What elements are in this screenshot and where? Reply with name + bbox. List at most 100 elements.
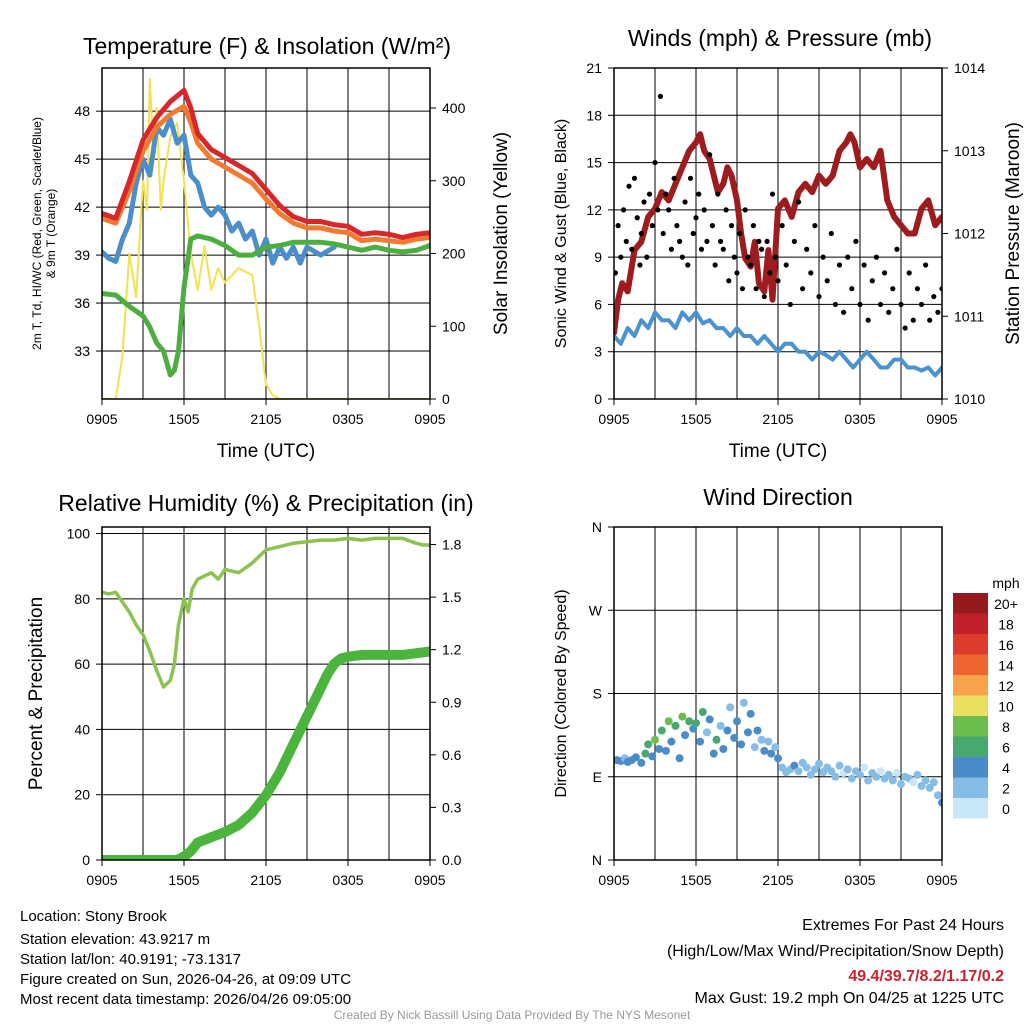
y-tick-label: 12 (586, 202, 602, 218)
gust-point (910, 317, 916, 323)
direction-point (705, 715, 714, 724)
y-tick-label: 0 (82, 852, 90, 868)
series-hi-wc (102, 116, 337, 266)
gust-point (666, 207, 672, 213)
direction-point (641, 749, 650, 758)
gust-point (626, 183, 632, 189)
colorbar-swatch (953, 736, 988, 757)
gust-point (687, 175, 694, 181)
series-relative-humidity (102, 536, 430, 689)
gust-point (775, 278, 781, 284)
direction-point (806, 770, 815, 779)
gust-point (720, 246, 726, 252)
direction-point (733, 717, 741, 726)
series-solar-insolation (102, 77, 430, 399)
x-tick-label: 0305 (332, 872, 363, 888)
gust-point (644, 254, 650, 260)
x-tick-label: 1505 (168, 411, 199, 427)
direction-point (771, 743, 780, 752)
plot-area (614, 698, 942, 807)
direction-point (746, 709, 755, 718)
gust-point (931, 293, 937, 300)
gust-point (709, 223, 716, 229)
chart-title: Winds (mph) & Pressure (mb) (628, 25, 932, 51)
y2-tick-label: 200 (442, 246, 466, 262)
y-axis-label-line2: & 9m T (Orange) (44, 189, 58, 279)
direction-point (921, 776, 930, 785)
colorbar-swatch (953, 716, 988, 737)
gust-point (804, 246, 810, 252)
direction-point (856, 770, 864, 779)
gust-point (849, 286, 855, 292)
plot-area (614, 93, 942, 378)
direction-point (753, 726, 762, 735)
direction-point (933, 791, 942, 800)
colorbar-label: 8 (1002, 719, 1010, 735)
x-tick-label: 0905 (86, 411, 117, 427)
colorbar-title: mph (992, 575, 1019, 591)
y-tick-label: 6 (594, 296, 602, 312)
gust-point (894, 246, 900, 252)
y-tick-label: 3 (594, 344, 602, 360)
direction-point (872, 772, 881, 781)
gust-point (750, 223, 757, 229)
direction-point (888, 776, 897, 785)
colorbar-label: 12 (998, 678, 1014, 694)
plot-frame (101, 526, 431, 861)
direction-point (651, 735, 659, 744)
gust-point (707, 152, 713, 158)
gust-point (646, 191, 653, 197)
y-tick-label: N (592, 519, 602, 535)
gust-point (668, 246, 675, 252)
x-tick-label: 0905 (86, 872, 117, 888)
y-tick-label: 21 (586, 60, 602, 76)
direction-point (696, 737, 705, 746)
y-tick-label: S (593, 686, 602, 702)
gust-point (861, 262, 867, 268)
colorbar-swatch (953, 593, 988, 614)
y2-tick-label: 1.5 (442, 589, 462, 605)
y-tick-label: 15 (586, 155, 602, 171)
gust-point (748, 262, 754, 268)
gust-point (623, 238, 629, 244)
direction-point (685, 717, 694, 726)
colorbar-label: 10 (998, 699, 1014, 715)
gust-point (877, 301, 884, 308)
gust-point (652, 159, 658, 166)
gust-point (634, 215, 640, 221)
direction-point (917, 782, 926, 790)
gust-point (759, 246, 765, 252)
gust-point (655, 207, 661, 213)
direction-point (831, 772, 840, 781)
gust-point (737, 230, 743, 237)
gust-point (812, 223, 818, 229)
plot-frame (101, 67, 431, 400)
colorbar-swatch (953, 654, 988, 675)
gust-point (841, 309, 847, 315)
direction-point (702, 728, 711, 737)
gust-point (739, 286, 746, 292)
direction-point (667, 737, 676, 746)
gust-point (787, 301, 793, 308)
x-tick-label: 1505 (680, 872, 711, 888)
y-axis-label: Percent & Precipitation (26, 597, 47, 790)
series-9m-temperature (102, 103, 430, 245)
gust-point (832, 301, 839, 308)
y2-tick-label: 1010 (954, 391, 985, 407)
info-timestamp: Most recent data timestamp: 2026/04/26 0… (20, 991, 351, 1008)
y-tick-label: 40 (74, 721, 90, 737)
direction-point (750, 743, 759, 752)
gust-point (873, 254, 880, 260)
gust-point (845, 254, 851, 260)
colorbar-label: 2 (1002, 781, 1010, 797)
gust-point (745, 254, 751, 260)
series-2m-temperature (102, 87, 430, 240)
gust-point (704, 238, 710, 244)
x-tick-label: 2105 (762, 411, 793, 427)
direction-point (847, 774, 856, 783)
y2-tick-label: 400 (442, 100, 466, 116)
direction-point (794, 767, 803, 776)
direction-point (681, 731, 690, 740)
direction-point (657, 726, 666, 735)
y2-axis-label: Station Pressure (Maroon) (1003, 122, 1024, 345)
